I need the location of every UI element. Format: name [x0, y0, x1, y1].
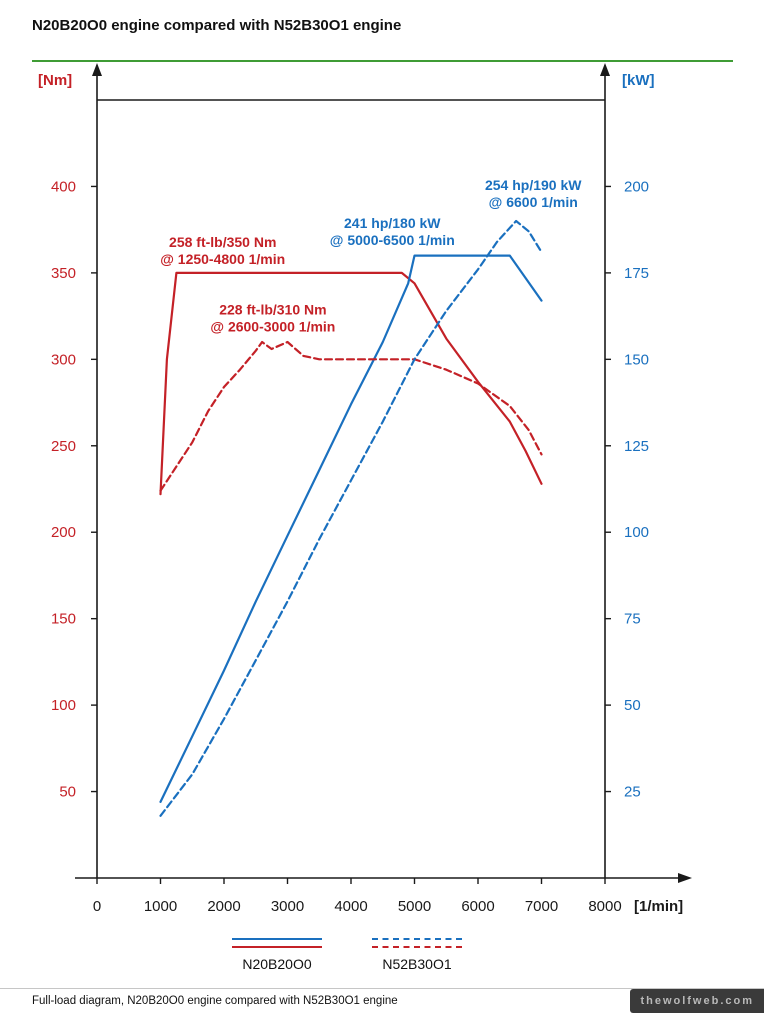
kw-tick-label: 25 — [624, 784, 641, 801]
kw-tick-label: 50 — [624, 697, 641, 714]
kw-tick-label: 150 — [624, 351, 649, 368]
x-tick-label: 1000 — [144, 898, 177, 915]
nm-tick-label: 400 — [51, 178, 76, 195]
x-tick-label: 6000 — [461, 898, 494, 915]
annotation-3: 254 hp/190 kW @ 6600 1/min — [485, 177, 582, 210]
kw-tick-label: 125 — [624, 438, 649, 455]
x-tick-label: 7000 — [525, 898, 558, 915]
nm-tick-label: 50 — [59, 784, 76, 801]
legend-line-sample — [232, 946, 322, 948]
x-tick-label: 8000 — [588, 898, 621, 915]
x-tick-label: 3000 — [271, 898, 304, 915]
x-tick-label: 2000 — [207, 898, 240, 915]
series-line-1 — [159, 254, 543, 804]
annotation-0: 258 ft-lb/350 Nm @ 1250-4800 1/min — [160, 234, 285, 267]
x-axis-arrow-icon — [678, 873, 692, 883]
left-axis-unit-label: [Nm] — [38, 72, 72, 89]
right-axis-arrow-icon — [600, 63, 610, 76]
left-axis-arrow-icon — [92, 63, 102, 76]
legend-line-sample — [372, 946, 462, 948]
legend-line-sample — [372, 938, 462, 940]
annotation-2: 241 hp/180 kW @ 5000-6500 1/min — [330, 215, 455, 248]
kw-tick-label: 200 — [624, 178, 649, 195]
nm-tick-label: 100 — [51, 697, 76, 714]
legend-label: N52B30O1 — [382, 956, 452, 972]
nm-tick-label: 150 — [51, 611, 76, 628]
right-axis-unit-label: [kW] — [622, 72, 655, 89]
x-tick-label: 4000 — [334, 898, 367, 915]
legend-line-sample — [232, 938, 322, 940]
watermark-badge: thewolfweb.com — [630, 989, 764, 1013]
legend-label: N20B20O0 — [242, 956, 312, 972]
x-tick-label: 5000 — [398, 898, 431, 915]
kw-tick-label: 100 — [624, 524, 649, 541]
footer-caption: Full-load diagram, N20B20O0 engine compa… — [32, 995, 398, 1007]
chart-legend: N20B20O0 N52B30O1 — [0, 938, 764, 984]
x-tick-label: 0 — [93, 898, 101, 915]
series-line-0 — [159, 271, 543, 496]
nm-tick-label: 300 — [51, 351, 76, 368]
footer-divider — [0, 988, 764, 989]
nm-tick-label: 250 — [51, 438, 76, 455]
nm-tick-label: 350 — [51, 265, 76, 282]
kw-tick-label: 75 — [624, 611, 641, 628]
series-line-3 — [159, 219, 543, 817]
kw-tick-label: 175 — [624, 265, 649, 282]
legend-item-n52b30o1: N52B30O1 — [362, 938, 472, 972]
x-axis-unit-label: [1/min] — [634, 898, 683, 915]
nm-tick-label: 200 — [51, 524, 76, 541]
page-title: N20B20O0 engine compared with N52B30O1 e… — [32, 17, 402, 34]
legend-item-n20b20o0: N20B20O0 — [222, 938, 332, 972]
annotation-1: 228 ft-lb/310 Nm @ 2600-3000 1/min — [210, 301, 335, 334]
title-divider — [32, 60, 733, 62]
series-line-2 — [159, 340, 543, 492]
